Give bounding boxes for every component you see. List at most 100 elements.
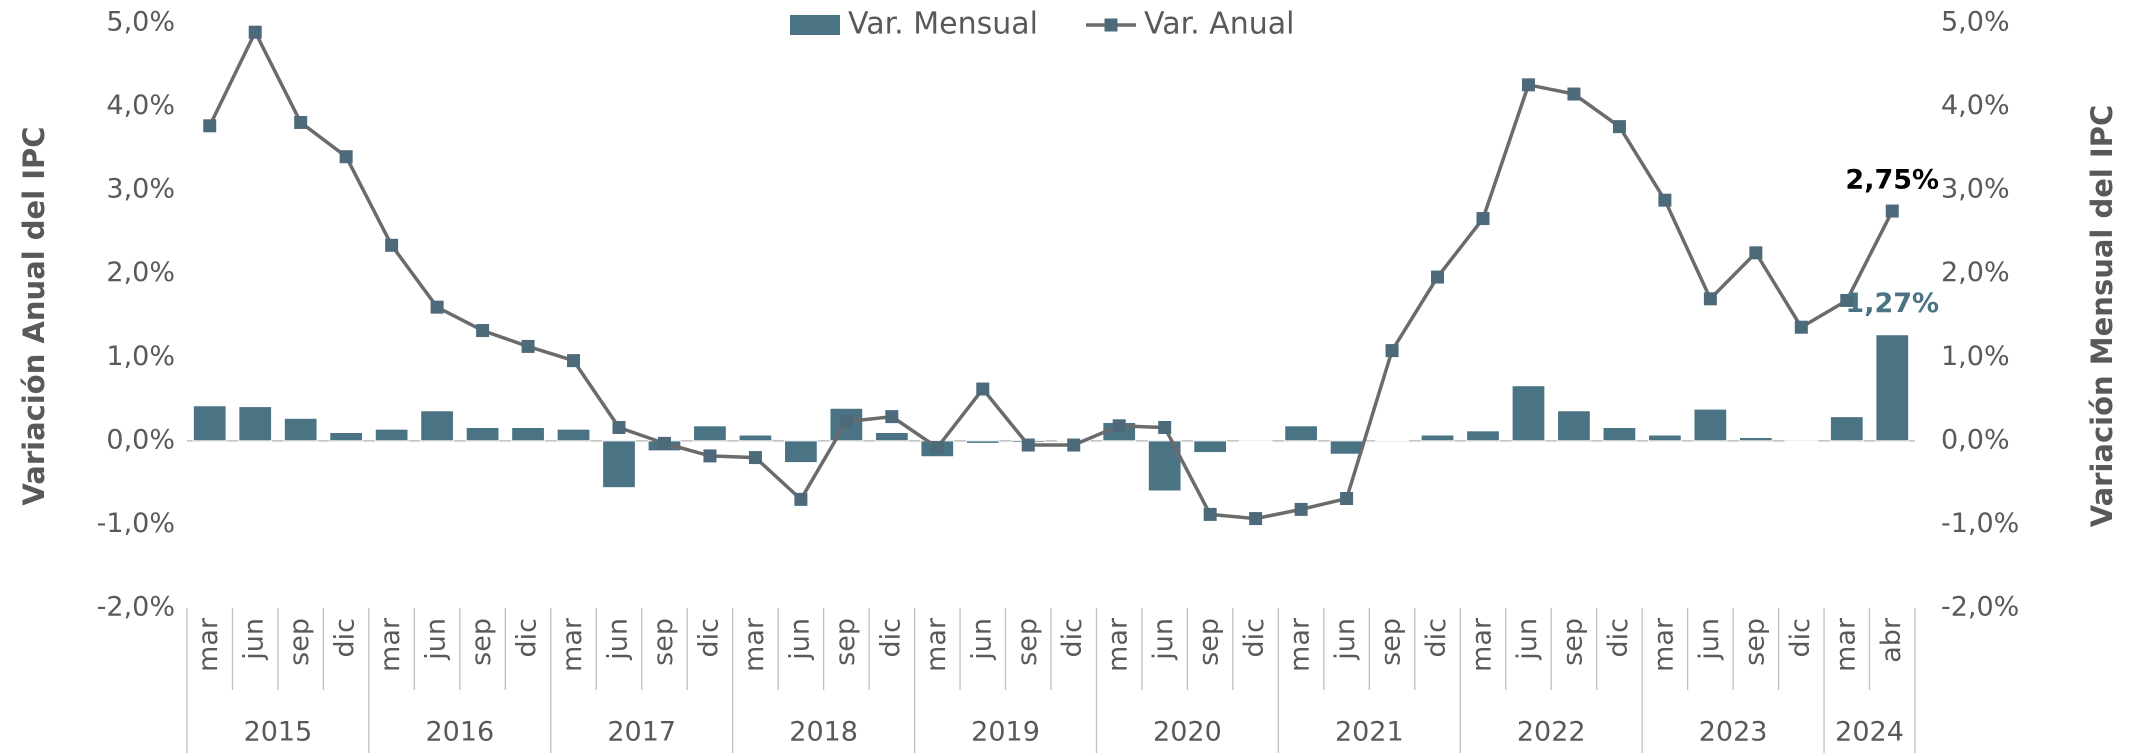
y2-tick-label: 1,0% <box>1941 341 2010 372</box>
marker <box>1203 507 1217 521</box>
bar <box>511 426 545 442</box>
y-tick-label: -2,0% <box>97 592 175 623</box>
marker <box>748 451 762 465</box>
y2-tick-label: -1,0% <box>1941 508 2019 539</box>
x-tick-label: mar <box>375 617 406 672</box>
x-tick-label: dic <box>1603 618 1634 658</box>
marker <box>976 382 990 396</box>
legend-swatch <box>790 15 840 35</box>
y-axis-title: Variación Anual del IPC <box>17 126 51 505</box>
legend-marker <box>1104 18 1118 32</box>
bar <box>1693 408 1728 442</box>
bar <box>1193 440 1228 454</box>
marker <box>339 150 353 164</box>
year-label: 2023 <box>1699 717 1768 748</box>
x-tick-label: mar <box>1648 617 1679 672</box>
marker <box>1340 492 1354 506</box>
y-tick-label: 1,0% <box>106 341 175 372</box>
marker <box>1703 292 1717 306</box>
bar <box>283 417 318 442</box>
bar <box>238 406 273 442</box>
y2-tick-label: 3,0% <box>1941 174 2010 205</box>
x-tick-label: abr <box>1876 617 1907 663</box>
marker <box>612 420 626 434</box>
year-label: 2016 <box>425 717 494 748</box>
marker <box>1794 320 1808 334</box>
bar <box>738 434 773 442</box>
x-tick-label: sep <box>284 618 315 666</box>
x-tick-label: jun <box>784 618 815 661</box>
bar <box>784 440 818 464</box>
x-tick-label: sep <box>466 618 497 666</box>
x-tick-label: mar <box>557 617 588 672</box>
x-tick-label: dic <box>875 618 906 658</box>
y2-tick-label: 2,0% <box>1941 257 2010 288</box>
x-tick-label: sep <box>1376 618 1407 666</box>
x-tick-label: dic <box>693 618 724 658</box>
bar <box>192 405 227 442</box>
x-tick-label: mar <box>739 617 770 672</box>
year-label: 2019 <box>971 717 1040 748</box>
bar <box>1284 425 1318 442</box>
bar <box>965 440 1000 444</box>
marker <box>1658 193 1672 207</box>
y-tick-label: -1,0% <box>97 508 175 539</box>
year-label: 2021 <box>1335 717 1404 748</box>
x-tick-label: mar <box>1467 617 1498 672</box>
x-tick-label: dic <box>1057 618 1088 658</box>
bar <box>1420 434 1455 442</box>
bar <box>1329 440 1364 455</box>
bar <box>1602 426 1637 442</box>
bar <box>1375 439 1409 442</box>
bar <box>1829 416 1864 442</box>
x-tick-label: jun <box>603 618 634 661</box>
marker <box>294 115 308 129</box>
x-tick-label: jun <box>1330 618 1361 661</box>
marker <box>1158 420 1172 434</box>
bar <box>874 432 909 442</box>
y-tick-label: 4,0% <box>106 90 175 121</box>
bar <box>556 428 591 442</box>
bar <box>374 428 409 442</box>
bar <box>602 440 636 489</box>
marker <box>1249 512 1263 526</box>
marker <box>1567 87 1581 101</box>
marker <box>1612 120 1626 134</box>
bar <box>420 410 454 442</box>
marker <box>203 119 217 133</box>
x-tick-label: dic <box>1239 618 1270 658</box>
y-tick-label: 0,0% <box>106 424 175 455</box>
y2-tick-label: -2,0% <box>1941 592 2019 623</box>
value-label: 2,75% <box>1845 165 1939 196</box>
marker <box>385 238 399 252</box>
x-tick-label: jun <box>421 618 452 661</box>
marker <box>430 300 444 314</box>
x-tick-label: mar <box>1103 617 1134 672</box>
marker <box>885 410 899 424</box>
marker <box>1749 246 1763 260</box>
marker <box>839 415 853 429</box>
y2-axis-title: Variación Mensual del IPC <box>2085 105 2119 528</box>
y-tick-label: 3,0% <box>106 174 175 205</box>
bar <box>1238 440 1273 443</box>
bar <box>465 426 500 442</box>
marker <box>567 354 581 368</box>
bar <box>1466 430 1500 442</box>
marker <box>794 492 808 506</box>
bar <box>693 425 727 442</box>
marker <box>1476 212 1490 226</box>
marker <box>657 436 671 450</box>
year-label: 2024 <box>1835 717 1904 748</box>
marker <box>1294 502 1308 516</box>
x-tick-label: jun <box>239 618 270 661</box>
x-tick-label: dic <box>1785 618 1816 658</box>
legend-label: Var. Mensual <box>848 7 1038 42</box>
y2-tick-label: 5,0% <box>1941 7 2010 38</box>
bar <box>1648 434 1682 442</box>
marker <box>1885 204 1899 218</box>
year-label: 2017 <box>607 717 676 748</box>
x-tick-label: sep <box>648 618 679 666</box>
x-tick-label: dic <box>512 618 543 658</box>
y-tick-label: 2,0% <box>106 257 175 288</box>
